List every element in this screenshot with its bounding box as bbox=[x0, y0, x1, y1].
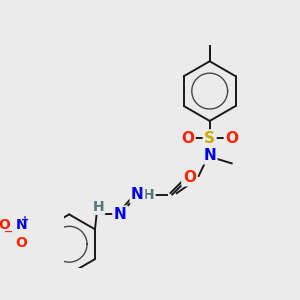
Text: H: H bbox=[142, 188, 154, 202]
Text: N: N bbox=[16, 218, 27, 233]
Text: +: + bbox=[21, 215, 29, 225]
Text: N: N bbox=[131, 187, 144, 202]
Text: O: O bbox=[183, 170, 196, 185]
Text: S: S bbox=[204, 131, 215, 146]
Text: O: O bbox=[181, 131, 194, 146]
Text: H: H bbox=[92, 200, 104, 214]
Text: O: O bbox=[225, 131, 238, 146]
Text: O: O bbox=[15, 236, 27, 250]
Text: N: N bbox=[203, 148, 216, 163]
Text: O: O bbox=[0, 218, 10, 233]
Text: −: − bbox=[4, 227, 14, 237]
Text: N: N bbox=[114, 207, 127, 222]
